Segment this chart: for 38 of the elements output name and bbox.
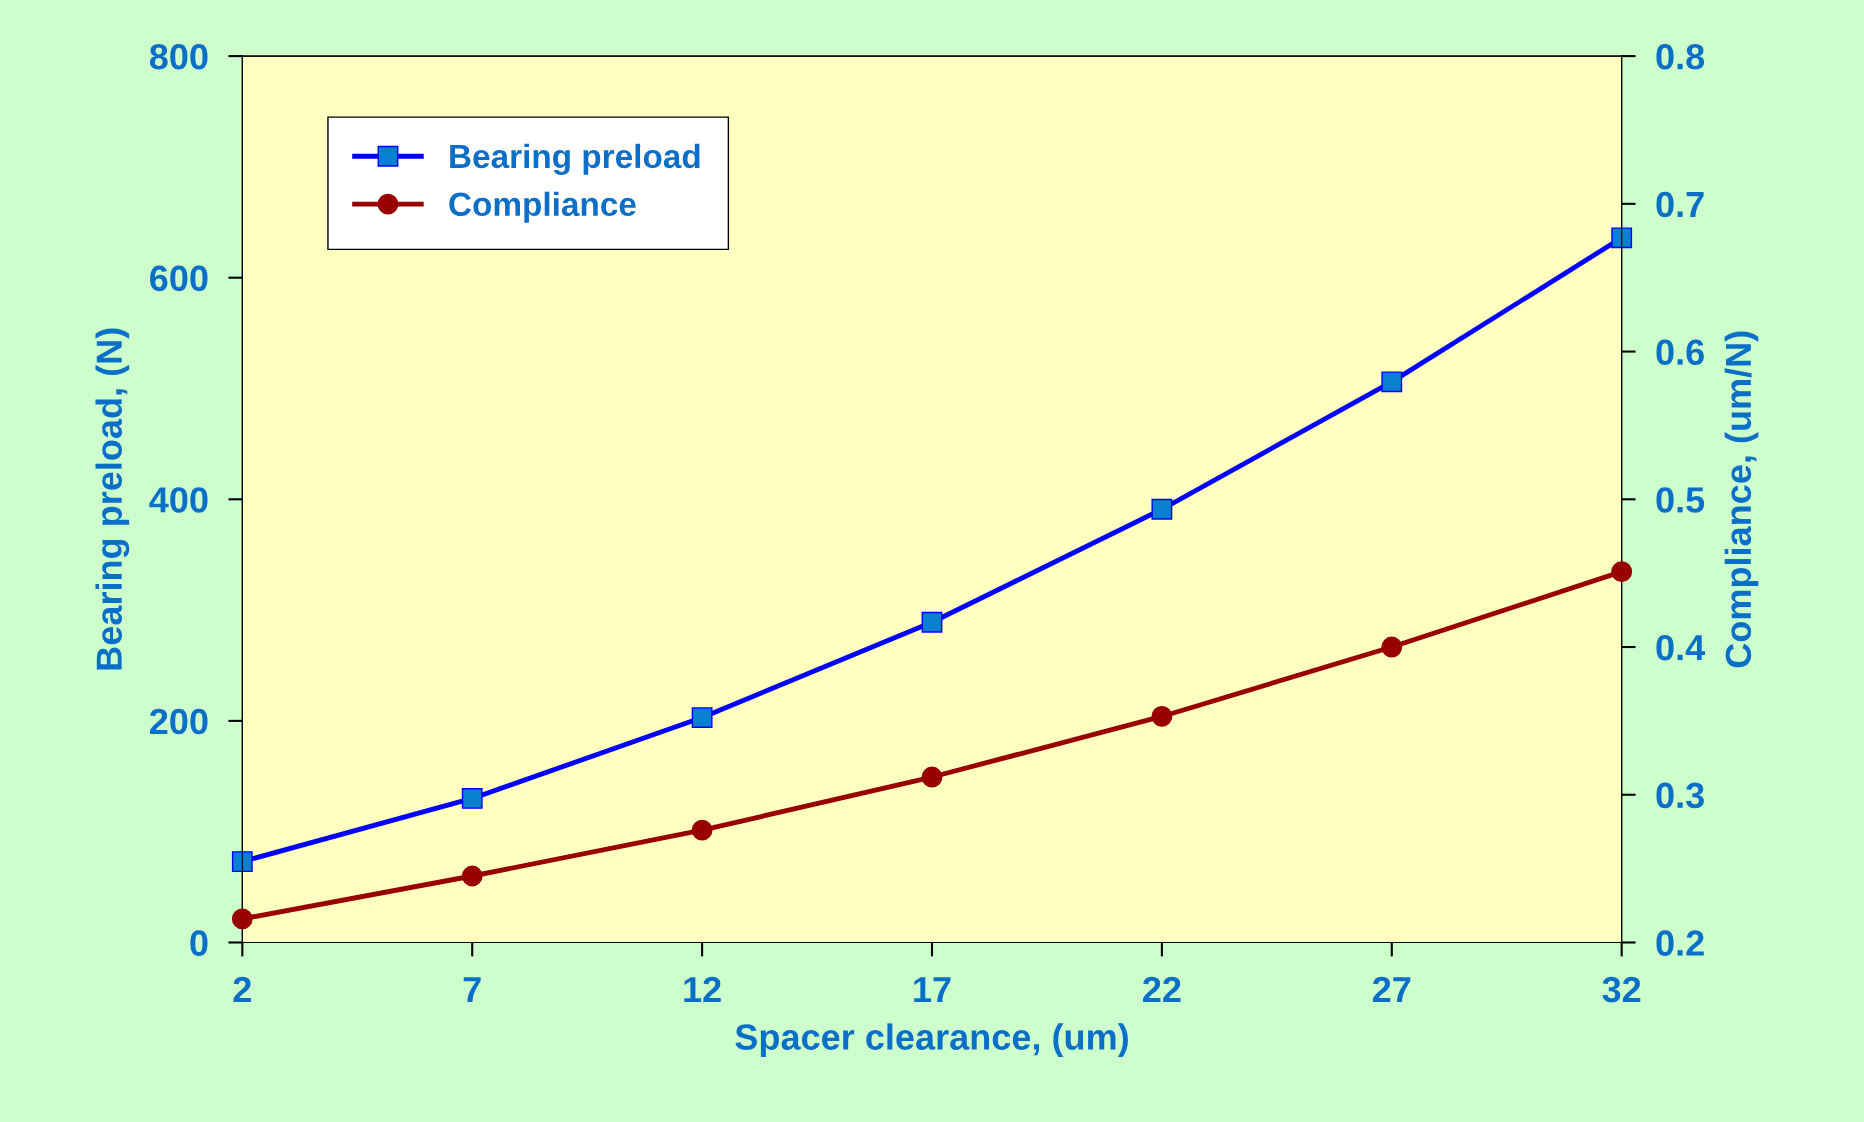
y2-tick-label: 0.2 <box>1656 930 1704 956</box>
point <box>461 865 483 887</box>
y-tick-label: 600 <box>150 265 208 292</box>
y-tick-label: 0 <box>190 930 208 956</box>
y2-tick-label: 0.5 <box>1656 487 1705 513</box>
y-axis-title: Bearing preload, (N) <box>95 328 130 670</box>
point <box>1151 498 1173 520</box>
point <box>461 788 483 809</box>
point <box>231 908 253 930</box>
x-tick-label: 27 <box>1372 976 1411 1002</box>
legend-label: Compliance <box>449 191 636 223</box>
point <box>921 611 943 633</box>
x-tick-label: 22 <box>1143 976 1181 1002</box>
y2-tick-label: 0.4 <box>1656 634 1706 661</box>
y2-tick-label: 0.7 <box>1656 191 1704 218</box>
y2-tick-label: 0.3 <box>1656 782 1704 809</box>
point <box>1381 636 1403 658</box>
x-tick-label: 7 <box>463 977 481 1002</box>
x-tick-label: 17 <box>914 977 951 1002</box>
y2-tick-label: 0.8 <box>1656 43 1705 70</box>
y-tick-label: 800 <box>149 43 208 70</box>
point <box>1381 371 1403 393</box>
legend-label: Bearing preload <box>450 143 700 175</box>
point <box>1611 561 1633 583</box>
y-tick-label: 200 <box>150 708 208 735</box>
point <box>231 851 253 873</box>
y-tick-label: 400 <box>149 487 208 513</box>
point <box>691 819 713 841</box>
x-tick-label: 32 <box>1602 976 1641 1003</box>
y2-tick-label: 0.6 <box>1656 339 1704 365</box>
x-axis-title: Spacer clearance, (um) <box>735 1023 1128 1058</box>
point <box>1611 227 1633 249</box>
x-tick-label: 12 <box>684 976 721 1002</box>
point <box>691 707 713 728</box>
y2-axis-title: Compliance, (um/N) <box>1724 331 1759 668</box>
point <box>921 766 943 788</box>
point <box>1151 706 1173 727</box>
x-tick-label: 2 <box>233 976 251 1002</box>
